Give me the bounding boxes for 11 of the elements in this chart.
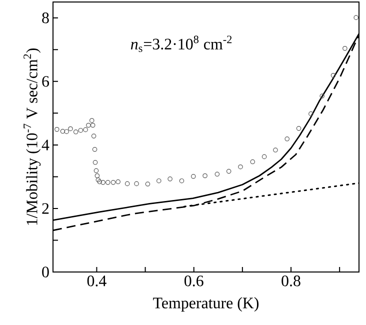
y-axis-title: 1/Mobility (10$^{-7}$ V sec/cm$^{2}$) [24,48,41,225]
x-axis-title: Temperature (K) [153,297,259,312]
y-tick-label: 8 [42,12,49,24]
y-tick-label: 0 [42,266,49,278]
y-tick-label: 4 [42,140,50,150]
x-tick-label: 0.8 [282,276,300,286]
annotation: n$_{s}$=3.2·10$^{8}$ cm$^{-2}$ [130,36,232,52]
y-tick-label: 6 [42,76,50,87]
x-tick-label: 0.4 [87,276,106,286]
x-tick-label: 0.6 [184,276,204,286]
y-tick-label: 2 [42,203,49,214]
